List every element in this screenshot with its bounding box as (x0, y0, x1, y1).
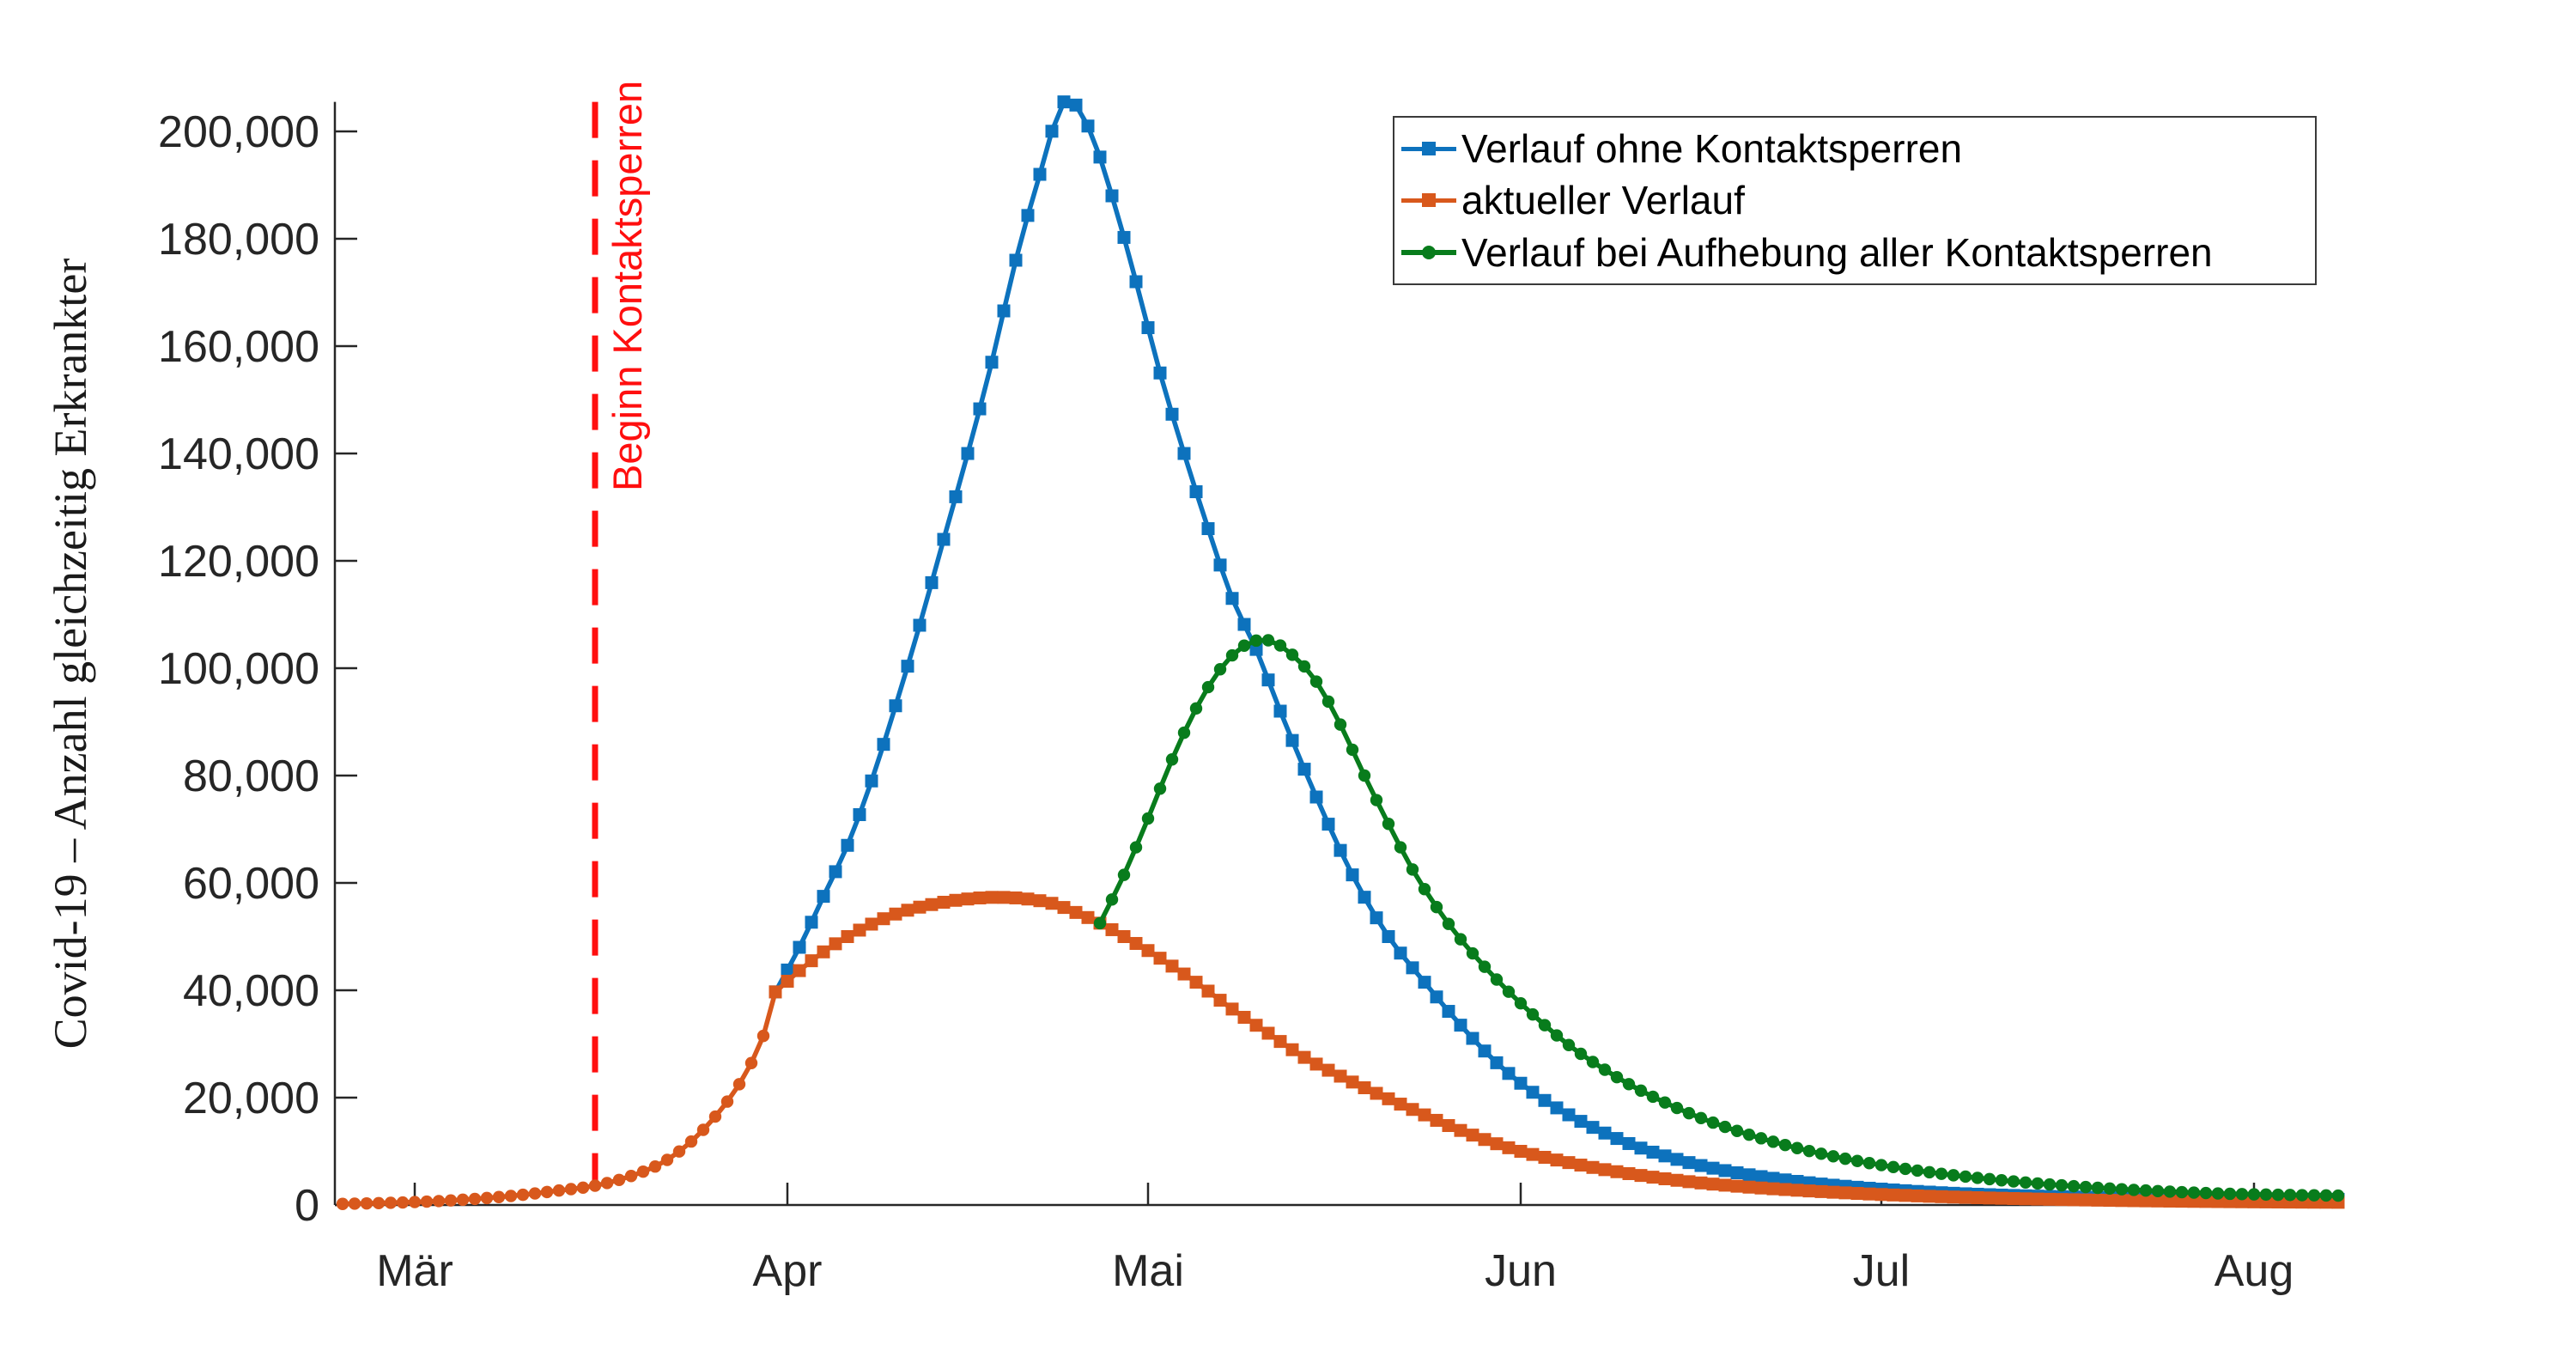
y-axis-title: Covid-19 – Anzahl gleichzeitig Erkrankte… (45, 259, 96, 1050)
green-circle-marker-icon (1422, 245, 1436, 259)
series-layer (336, 95, 2345, 1210)
series-verlauf-bei-aufhebung-aller-kontaktsperren (1093, 634, 2345, 1202)
legend: Verlauf ohne Kontaktsperren aktueller Ve… (1393, 116, 2317, 285)
axes: Mär Apr Mai Jun Jul Aug 0 20,000 40,000 60,000 80,… (158, 101, 2341, 1296)
y-tick-label: 60,000 (183, 859, 319, 909)
y-tick-label: 120,000 (158, 537, 319, 587)
orange-square-marker-icon (1422, 193, 1436, 208)
series-aktueller-verlauf (769, 891, 2345, 1209)
legend-label: aktueller Verlauf (1461, 178, 1745, 223)
y-tick-label: 20,000 (183, 1074, 319, 1123)
legend-item-aktueller-verlauf: aktueller Verlauf (1401, 176, 2315, 224)
y-tick-label: 160,000 (158, 322, 319, 372)
blue-square-marker-icon (1422, 142, 1436, 156)
x-tick-label: Aug (2215, 1246, 2294, 1296)
x-tick-label: Mai (1112, 1246, 1184, 1296)
legend-item-aufhebung-kontaktsperren: Verlauf bei Aufhebung aller Kontaktsperr… (1401, 228, 2315, 277)
legend-swatch-orange (1401, 193, 1456, 208)
legend-swatch-green (1401, 245, 1456, 259)
y-tick-label: 200,000 (158, 107, 319, 157)
contact-ban-annotation-text: Beginn Kontaktsperren (605, 81, 650, 491)
y-tick-label: 180,000 (158, 215, 319, 265)
legend-label: Verlauf bei Aufhebung aller Kontaktsperr… (1461, 229, 2213, 275)
legend-item-ohne-kontaktsperren: Verlauf ohne Kontaktsperren (1401, 125, 2315, 173)
y-tick-label: 80,000 (183, 752, 319, 801)
legend-swatch-blue (1401, 142, 1456, 156)
y-tick-label: 0 (295, 1181, 319, 1231)
series-gemeinsamer-anfangsverlauf (336, 985, 782, 1210)
legend-label: Verlauf ohne Kontaktsperren (1461, 126, 1963, 172)
x-tick-label: Mär (376, 1246, 453, 1296)
x-tick-label: Jun (1485, 1246, 1557, 1296)
y-tick-label: 100,000 (158, 644, 319, 694)
y-tick-label: 40,000 (183, 966, 319, 1016)
x-tick-label: Jul (1853, 1246, 1910, 1296)
x-tick-label: Apr (753, 1246, 823, 1296)
y-tick-label: 140,000 (158, 429, 319, 479)
